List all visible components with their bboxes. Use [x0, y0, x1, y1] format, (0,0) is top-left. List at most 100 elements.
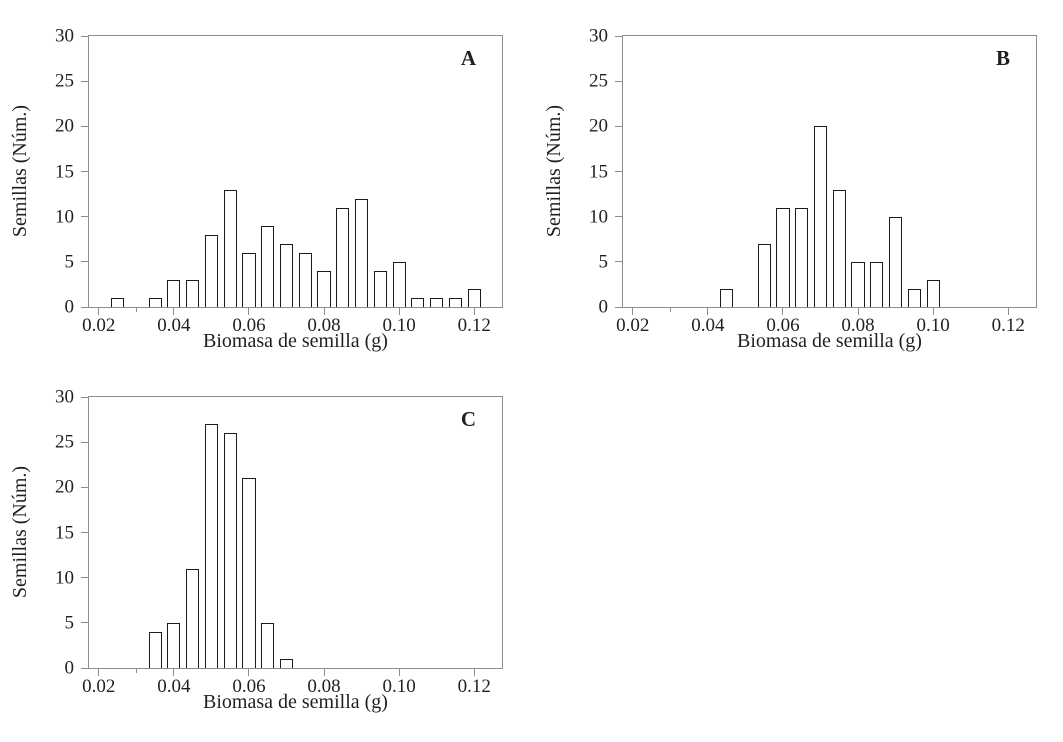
y-tick [615, 125, 623, 127]
histogram-bar [907, 288, 921, 307]
histogram-bar [355, 198, 369, 307]
x-tick [323, 668, 325, 676]
histogram-bar [813, 126, 828, 307]
histogram-bar [242, 252, 256, 307]
y-tick-label: 30 [55, 386, 74, 408]
x-tick-label: 0.08 [307, 676, 341, 697]
histogram-bar [279, 658, 294, 668]
y-tick-label: 5 [598, 251, 609, 273]
y-tick-label: 20 [589, 115, 608, 137]
x-tick-label: 0.04 [691, 315, 725, 336]
x-tick-label: 0.10 [382, 315, 416, 336]
y-tick [615, 261, 623, 263]
y-tick [81, 622, 89, 624]
x-axis-label: Biomasa de semilla (g) [203, 691, 388, 713]
y-tick-label: 25 [55, 431, 74, 453]
y-tick [81, 577, 89, 579]
histogram-bar [776, 207, 790, 307]
histogram-bar [186, 279, 200, 307]
x-tick-label: 0.10 [382, 676, 416, 697]
y-tick [81, 306, 89, 308]
histogram-bar [261, 225, 275, 307]
x-tick [473, 307, 475, 315]
histogram-bar [467, 288, 481, 307]
histogram-bar [851, 261, 865, 307]
x-minor-tick [669, 307, 671, 312]
y-tick-label: 20 [55, 115, 74, 137]
y-tick [81, 261, 89, 263]
x-tick [398, 307, 400, 315]
plot-area: C 0 5 10 15 20 25 30 0.02 0.04 0.06 0.08 0.10 0.12 [55, 388, 503, 696]
x-tick [632, 307, 634, 315]
histogram-bar [373, 270, 387, 307]
y-tick [615, 35, 623, 37]
x-tick-label: 0.06 [232, 315, 266, 336]
histogram-bar [186, 568, 200, 668]
y-tick-label: 15 [55, 522, 74, 543]
histogram-bar [317, 270, 331, 307]
y-tick-label: 0 [64, 657, 75, 679]
histogram-bar [795, 207, 809, 307]
y-tick [81, 125, 89, 127]
y-tick-label: 10 [55, 567, 74, 589]
y-axis-label: Semillas (Núm.) [9, 465, 31, 599]
histogram-bar [448, 297, 462, 307]
x-tick-label: 0.08 [307, 315, 341, 336]
histogram-bar [430, 297, 444, 307]
histogram-bar [148, 297, 162, 307]
histogram-bar [167, 622, 181, 668]
plot-area: A 0 5 10 15 20 25 30 0.02 0.04 0.06 0.08 0.10 0.12 [55, 27, 503, 335]
y-tick-label: 15 [55, 161, 74, 182]
panel-b: B 0 5 10 15 20 25 30 0.02 0.04 0.06 0.08 0.10 0.12 B… [534, 0, 1063, 371]
histogram-bar [757, 243, 771, 307]
y-axis-label: Semillas (Núm.) [9, 104, 31, 238]
x-tick-label: 0.12 [457, 315, 491, 336]
histogram-bar [242, 478, 256, 668]
x-tick [248, 307, 250, 315]
y-tick [615, 80, 623, 82]
histogram-bar [392, 261, 406, 307]
y-tick-label: 15 [589, 161, 608, 182]
histogram-bar [832, 189, 846, 307]
histogram-bar [110, 297, 125, 307]
x-tick-label: 0.02 [82, 676, 116, 697]
y-tick [81, 486, 89, 488]
histogram-bar [870, 261, 884, 307]
y-tick [81, 667, 89, 669]
x-tick [473, 668, 475, 676]
histogram-bar [204, 234, 218, 307]
histogram-bar [411, 297, 425, 307]
y-tick-label: 5 [64, 251, 75, 273]
panel-c: C 0 5 10 15 20 25 30 0.02 0.04 0.06 0.08 0.10 0.12 B… [0, 361, 531, 732]
histogram-bar [298, 252, 312, 307]
y-tick-label: 20 [55, 476, 74, 498]
y-tick-label: 10 [55, 206, 74, 228]
histogram-bar [926, 279, 940, 307]
x-tick-label: 0.08 [841, 315, 875, 336]
histogram-bar [167, 279, 181, 307]
x-tick [857, 307, 859, 315]
y-tick [615, 171, 623, 172]
x-tick [932, 307, 934, 315]
x-tick [782, 307, 784, 315]
y-tick-label: 0 [64, 296, 75, 318]
y-tick [81, 441, 89, 443]
x-tick-label: 0.02 [82, 315, 116, 336]
y-tick-label: 10 [589, 206, 608, 228]
x-tick-label: 0.04 [157, 315, 191, 336]
plot-area: B 0 5 10 15 20 25 30 0.02 0.04 0.06 0.08 0.10 0.12 [589, 27, 1037, 335]
x-tick [173, 307, 175, 315]
x-tick-label: 0.04 [157, 676, 191, 697]
y-tick [615, 306, 623, 308]
histogram-bar [223, 189, 237, 307]
x-tick-label: 0.12 [457, 676, 491, 697]
y-tick [81, 532, 89, 533]
y-tick [81, 80, 89, 82]
histogram-bar [336, 207, 350, 307]
y-tick-label: 25 [589, 70, 608, 92]
histogram-bar [223, 433, 237, 668]
y-tick-label: 30 [589, 25, 608, 47]
histogram-bar [279, 243, 294, 307]
histogram-bar [148, 631, 162, 668]
